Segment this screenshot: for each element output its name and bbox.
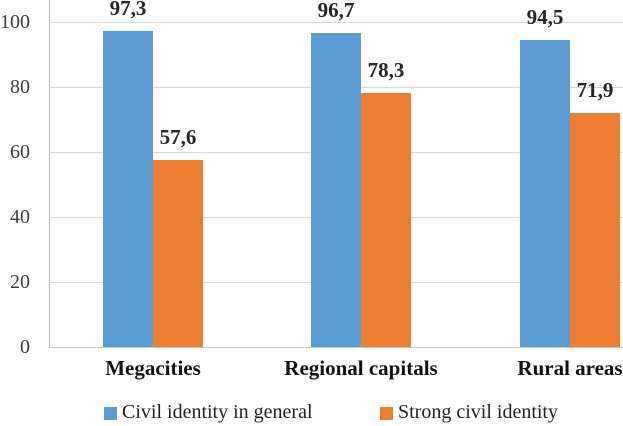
legend-label-strong-civil-identity: Strong civil identity <box>398 400 558 423</box>
bar-rural-areas-series-1 <box>570 113 620 347</box>
x-category-label-rural-areas: Rural areas <box>517 356 623 380</box>
data-label-97-3: 97,3 <box>109 0 147 20</box>
y-tick-label-80: 80 <box>10 76 30 98</box>
legend-item-strong-civil-identity: Strong civil identity <box>380 400 558 424</box>
bar-megacities-series-1 <box>153 160 203 347</box>
legend-label-civil-identity-in-general: Civil identity in general <box>122 400 313 423</box>
data-label-94-5: 94,5 <box>526 5 564 29</box>
y-tick-label-20: 20 <box>10 271 30 293</box>
legend-item-civil-identity-in-general: Civil identity in general <box>104 400 313 424</box>
y-tick-label-40: 40 <box>10 206 30 228</box>
y-tick-label-0: 0 <box>20 336 30 358</box>
y-tick-label-60: 60 <box>10 141 30 163</box>
bar-regional-capitals-series-0 <box>311 33 361 347</box>
legend-swatch-blue-icon <box>104 406 117 420</box>
data-label-96-7: 96,7 <box>317 0 355 22</box>
gridline-y-0 <box>49 347 623 348</box>
bar-rural-areas-series-0 <box>520 40 570 347</box>
data-label-57-6: 57,6 <box>159 125 197 149</box>
data-label-78-3: 78,3 <box>367 58 405 82</box>
bar-megacities-series-0 <box>103 31 153 347</box>
data-label-71-9: 71,9 <box>576 78 614 102</box>
legend-swatch-orange-icon <box>380 406 393 420</box>
x-category-label-regional-capitals: Regional capitals <box>284 356 438 380</box>
y-tick-label-100: 100 <box>0 11 30 33</box>
gridline-y-100 <box>49 22 623 23</box>
bar-regional-capitals-series-1 <box>361 93 411 347</box>
y-axis-line <box>49 0 50 348</box>
x-category-label-megacities: Megacities <box>105 356 201 380</box>
